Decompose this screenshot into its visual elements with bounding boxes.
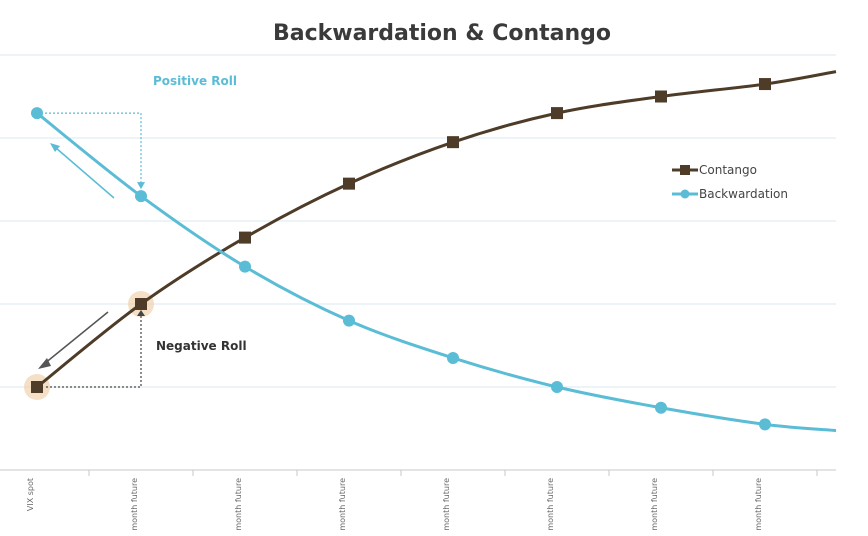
x-tick-label: VIX spot <box>26 478 35 511</box>
backwardation-point <box>343 314 355 327</box>
legend: Contango Backwardation <box>672 163 788 201</box>
x-tick-label: month future <box>338 478 347 531</box>
positive-roll-arrow-head <box>50 143 60 152</box>
x-tick-label: month future <box>546 478 555 531</box>
backwardation-point <box>239 260 251 273</box>
x-tick-labels: VIX spot month future month future month fu… <box>26 478 763 531</box>
x-tick-label: month future <box>234 478 243 531</box>
contango-point <box>655 90 667 103</box>
backwardation-point <box>759 418 771 431</box>
positive-roll-arrowhead <box>137 182 145 190</box>
series-line-contango <box>36 70 837 389</box>
chart-title: Backwardation & Contango <box>273 21 611 46</box>
x-tick-label: month future <box>130 478 139 531</box>
contango-point <box>343 177 355 190</box>
contango-point <box>759 78 771 91</box>
negative-roll-bracket <box>45 312 142 388</box>
contango-point <box>447 136 459 149</box>
negative-roll-arrow <box>43 311 109 365</box>
contango-point <box>239 231 251 244</box>
positive-roll-label: Positive Roll <box>153 74 237 88</box>
legend-backwardation-label: Backwardation <box>699 187 788 201</box>
x-tick-label: month future <box>754 478 763 531</box>
positive-roll-arrow <box>55 147 115 199</box>
contango-point <box>31 381 43 393</box>
backwardation-point <box>135 190 147 203</box>
legend-contango-label: Contango <box>699 163 757 177</box>
series-layer <box>31 70 837 433</box>
negative-roll-arrowhead <box>137 310 145 316</box>
legend-backwardation-marker <box>680 189 690 199</box>
positive-roll-bracket <box>45 112 142 187</box>
series-line-backwardation <box>36 111 837 433</box>
contango-point <box>551 107 563 120</box>
x-axis <box>0 469 836 476</box>
contango-point <box>135 298 147 310</box>
backwardation-point <box>655 401 667 414</box>
backwardation-point <box>551 381 563 393</box>
legend-contango-marker <box>680 165 690 175</box>
backwardation-point <box>447 351 459 364</box>
negative-roll-label: Negative Roll <box>156 339 247 353</box>
x-tick-label: month future <box>650 478 659 531</box>
x-tick-label: month future <box>442 478 451 531</box>
negative-roll-arrow-head <box>38 358 51 369</box>
grid-lines <box>0 54 836 388</box>
backwardation-point <box>31 107 43 120</box>
